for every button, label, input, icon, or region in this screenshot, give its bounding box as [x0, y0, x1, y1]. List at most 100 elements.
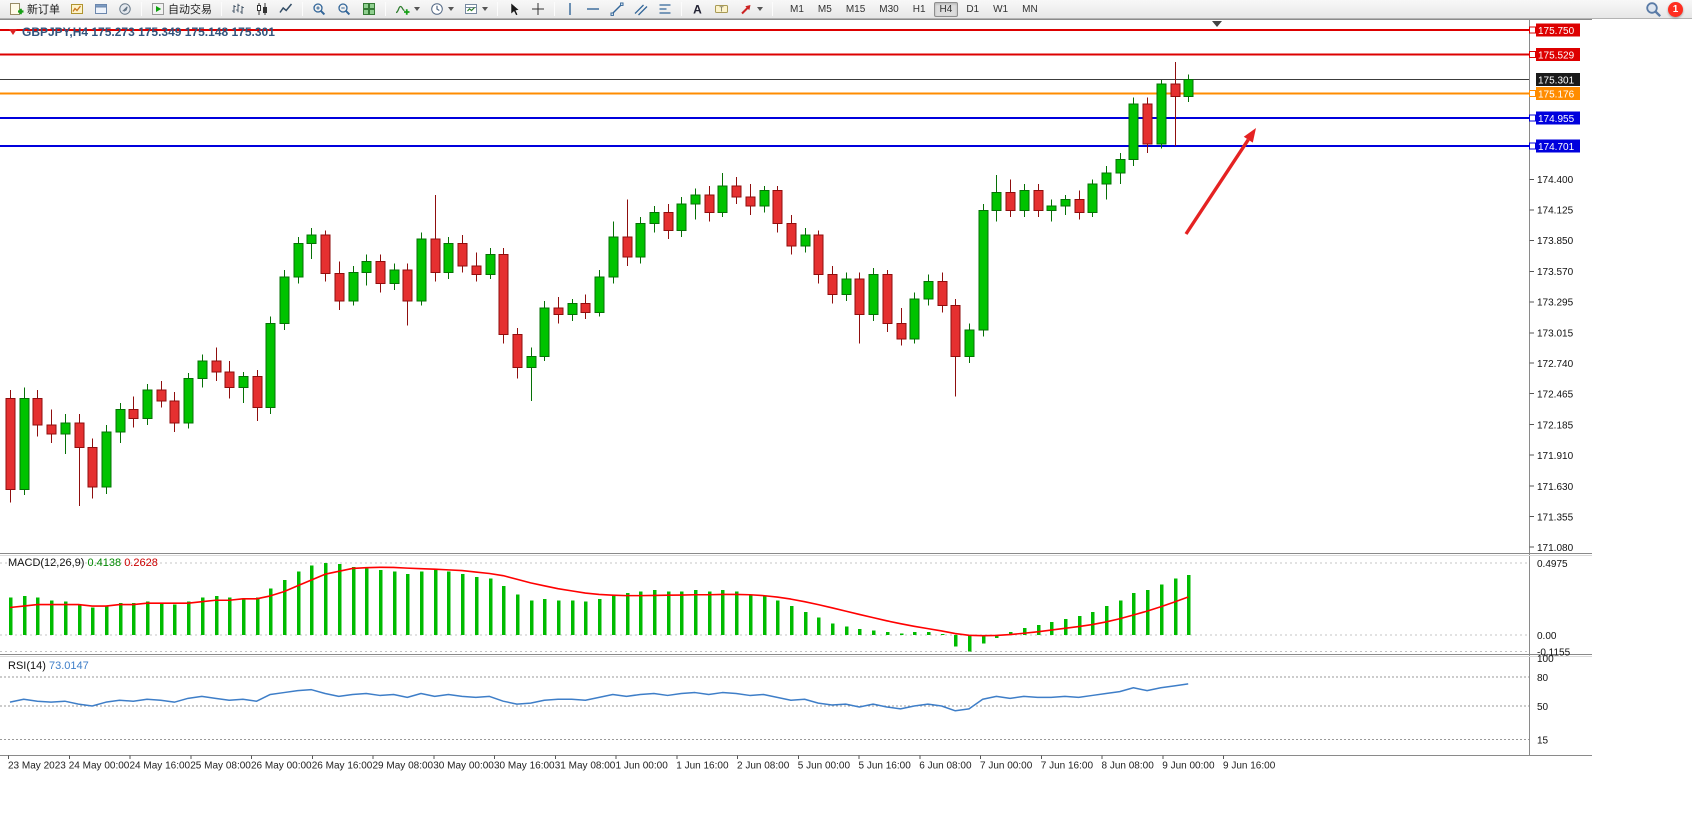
new-order-button[interactable]: 新订单: [5, 1, 64, 18]
periods-button[interactable]: [426, 1, 458, 18]
fibonacci-button[interactable]: [654, 1, 676, 18]
candle: [211, 360, 222, 373]
candle: [142, 389, 153, 420]
horizontal-line-button[interactable]: [582, 1, 604, 18]
timeframe-button-m5[interactable]: M5: [812, 2, 838, 17]
price-axis-tick-label: 173.295: [1537, 298, 1574, 309]
candle: [923, 280, 934, 300]
crosshair-button[interactable]: [527, 1, 549, 18]
timeframe-button-h4[interactable]: H4: [933, 1, 959, 17]
cursor-icon: [510, 2, 520, 16]
templates-button[interactable]: [460, 1, 492, 18]
candle: [252, 375, 263, 408]
candlestick-chart-icon: [257, 3, 267, 15]
candle: [348, 271, 359, 302]
price-axis-tick-label: 174.400: [1537, 175, 1574, 186]
timeframe-button-m30[interactable]: M30: [873, 2, 904, 17]
candle: [443, 243, 454, 273]
zoom-in-button[interactable]: [308, 1, 331, 18]
timeframe-button-mn[interactable]: MN: [1016, 2, 1044, 17]
candle: [800, 234, 811, 247]
candle: [416, 238, 427, 302]
autotrade-button[interactable]: 自动交易: [147, 1, 216, 18]
text-tool-button[interactable]: A: [687, 1, 708, 18]
svg-text:T: T: [719, 7, 724, 14]
price-level-label: 174.955: [1538, 114, 1575, 125]
price-level-label-box: [1536, 47, 1580, 61]
trendline-button[interactable]: [606, 1, 628, 18]
zoom-in-icon: [313, 3, 326, 16]
rsi-axis-label: 100: [1537, 654, 1554, 665]
price-level-label-box: [1536, 73, 1580, 87]
price-level-label: 175.176: [1538, 89, 1575, 100]
channel-button[interactable]: [630, 1, 652, 18]
notification-badge[interactable]: 1: [1668, 1, 1683, 17]
zoom-out-button[interactable]: [333, 1, 356, 18]
trend-arrow-head[interactable]: [1243, 128, 1256, 143]
navigator-button[interactable]: [114, 1, 136, 18]
candle: [46, 424, 57, 435]
candle: [868, 274, 879, 315]
price-axis-tick-label: 172.465: [1537, 389, 1574, 400]
candle: [937, 280, 948, 307]
price-direction-icon: [9, 29, 17, 35]
timeframe-button-w1[interactable]: W1: [987, 2, 1014, 17]
timeframe-button-m1[interactable]: M1: [784, 2, 810, 17]
toolbar-separator: [497, 2, 498, 16]
data-window-button[interactable]: [90, 1, 112, 18]
candle: [402, 269, 413, 302]
chart-title: GBPJPY,H4 175.273 175.349 175.148 175.30…: [22, 25, 275, 39]
trend-arrow[interactable]: [1184, 138, 1250, 235]
chart-shift-marker[interactable]: [1212, 21, 1222, 27]
time-axis-label: 24 May 00:00: [69, 761, 130, 772]
label-tool-button[interactable]: T: [710, 1, 733, 18]
vertical-line-button[interactable]: [560, 1, 580, 18]
price-axis-tick-label: 171.910: [1537, 451, 1574, 462]
candle: [5, 398, 16, 490]
time-axis-label: 29 May 08:00: [373, 761, 434, 772]
timeframe-button-h1[interactable]: H1: [907, 2, 932, 17]
data-window-icon: [95, 4, 107, 14]
level-axis-marker: [1529, 26, 1536, 34]
price-axis-tick-label: 171.630: [1537, 482, 1574, 493]
market-watch-button[interactable]: [66, 1, 88, 18]
candle: [1156, 83, 1167, 145]
rsi-axis-label: 80: [1537, 673, 1549, 684]
candle: [265, 322, 276, 408]
navigator-icon: [119, 3, 131, 15]
candle: [115, 409, 126, 433]
candle: [704, 194, 715, 214]
bar-chart-button[interactable]: [227, 1, 249, 18]
timeframe-button-m15[interactable]: M15: [840, 2, 871, 17]
macd-axis-label: -0.1155: [1537, 648, 1571, 659]
tile-windows-icon: [363, 3, 375, 15]
cursor-button[interactable]: [503, 1, 525, 18]
candle: [279, 276, 290, 324]
rsi-label: RSI(14) 73.0147: [8, 660, 89, 672]
candle: [608, 236, 619, 278]
text-icon: A: [693, 3, 702, 17]
time-axis-label: 30 May 16:00: [494, 761, 555, 772]
tile-windows-button[interactable]: [358, 1, 380, 18]
candle: [156, 389, 167, 402]
time-axis-label: 25 May 08:00: [190, 761, 251, 772]
time-axis-label: 23 May 2023: [8, 761, 66, 772]
level-axis-marker: [1529, 142, 1536, 150]
vertical-line-icon: [569, 3, 571, 15]
candlestick-chart-button[interactable]: [251, 1, 273, 18]
price-chart-canvas[interactable]: 175.750 175.529 175.301 175.176 174.955 174.7…: [0, 19, 1592, 772]
dropdown-caret-icon: [414, 7, 420, 11]
candle: [87, 446, 98, 488]
new-order-icon: [10, 3, 24, 15]
indicators-button[interactable]: [391, 1, 424, 18]
arrow-tool-button[interactable]: [735, 1, 767, 18]
search-icon[interactable]: [1645, 1, 1662, 18]
toolbar-separator: [385, 2, 386, 16]
timeframe-button-d1[interactable]: D1: [960, 2, 985, 17]
autotrade-icon: [152, 3, 164, 15]
candle: [224, 371, 235, 389]
toolbar-right: 1: [1645, 1, 1687, 18]
line-chart-button[interactable]: [275, 1, 297, 18]
candle: [471, 265, 482, 276]
time-axis-label: 2 Jun 08:00: [737, 761, 790, 772]
